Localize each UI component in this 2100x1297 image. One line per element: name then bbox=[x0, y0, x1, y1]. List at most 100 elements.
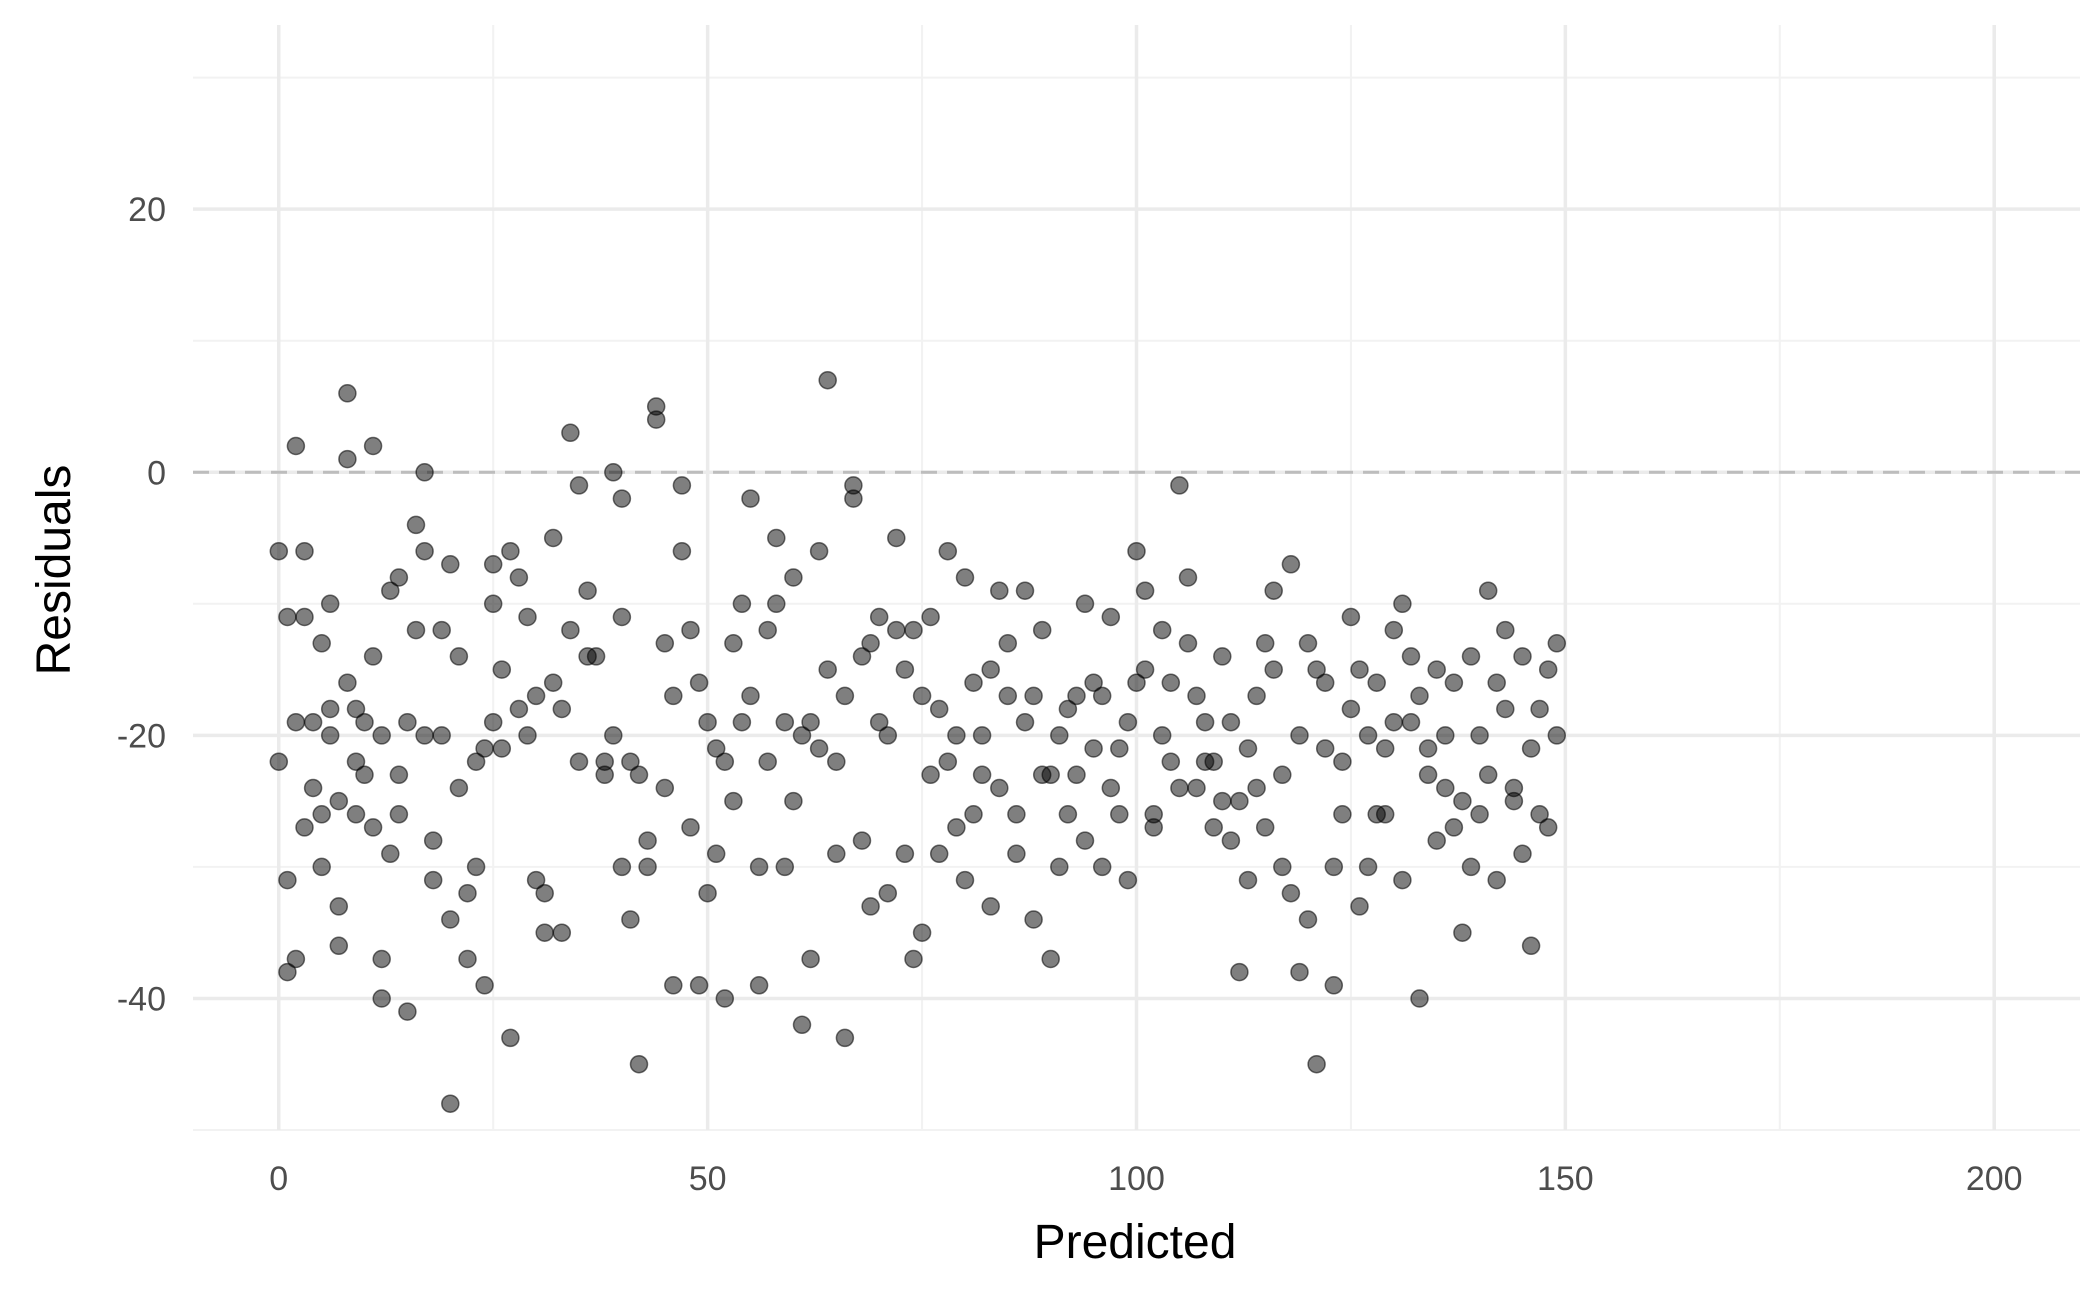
data-point bbox=[1513, 647, 1532, 666]
data-point bbox=[398, 712, 417, 732]
data-point bbox=[664, 686, 683, 706]
data-point bbox=[1067, 765, 1086, 785]
data-point bbox=[329, 936, 349, 956]
data-point bbox=[861, 634, 880, 653]
x-tick-labels: 0 50 100 150 200 bbox=[269, 1160, 2022, 1198]
data-point bbox=[389, 568, 409, 587]
data-point bbox=[1152, 726, 1172, 745]
data-point bbox=[415, 463, 434, 482]
data-point bbox=[1204, 752, 1223, 771]
data-point bbox=[827, 752, 846, 771]
data-point bbox=[1487, 673, 1506, 692]
data-point bbox=[672, 476, 692, 495]
data-point bbox=[1436, 726, 1455, 745]
data-point bbox=[955, 870, 975, 890]
data-point bbox=[1187, 778, 1206, 798]
data-point bbox=[887, 528, 906, 548]
x-tick-label: 0 bbox=[269, 1160, 288, 1198]
data-point bbox=[1358, 726, 1378, 745]
data-point bbox=[981, 660, 1000, 679]
data-point bbox=[904, 949, 923, 969]
data-point bbox=[1264, 581, 1283, 600]
data-point bbox=[1358, 857, 1378, 877]
data-point bbox=[1015, 712, 1035, 732]
data-point bbox=[947, 818, 966, 837]
data-point bbox=[278, 607, 297, 627]
data-point bbox=[432, 620, 451, 640]
data-point bbox=[929, 844, 949, 864]
data-point bbox=[1230, 791, 1249, 811]
data-point bbox=[1101, 607, 1121, 627]
data-point bbox=[758, 620, 777, 640]
data-point bbox=[1393, 594, 1412, 614]
data-point bbox=[1298, 910, 1318, 929]
x-tick-label: 100 bbox=[1108, 1160, 1165, 1198]
data-point bbox=[938, 541, 958, 561]
data-point bbox=[1170, 476, 1189, 495]
data-point bbox=[1084, 673, 1103, 692]
data-point bbox=[689, 976, 709, 995]
data-point bbox=[518, 607, 537, 627]
data-point bbox=[1092, 686, 1112, 706]
data-point bbox=[638, 831, 657, 850]
data-point bbox=[1032, 620, 1052, 640]
data-point bbox=[792, 1015, 812, 1035]
data-point bbox=[1007, 805, 1026, 824]
data-point bbox=[1307, 660, 1326, 679]
data-point bbox=[432, 726, 451, 745]
data-point bbox=[1015, 581, 1035, 600]
data-point bbox=[329, 791, 349, 811]
data-point bbox=[852, 831, 872, 850]
data-point bbox=[1324, 976, 1344, 995]
data-point bbox=[552, 699, 572, 719]
data-point bbox=[921, 607, 940, 627]
data-point bbox=[895, 844, 915, 864]
data-point bbox=[363, 818, 383, 837]
data-point bbox=[543, 528, 563, 548]
data-point bbox=[1238, 870, 1258, 890]
data-point bbox=[1067, 686, 1086, 706]
data-point bbox=[303, 778, 323, 798]
data-point bbox=[1478, 765, 1498, 785]
data-point bbox=[355, 712, 374, 732]
data-point bbox=[415, 541, 434, 561]
data-point bbox=[818, 370, 837, 390]
data-point bbox=[792, 726, 812, 745]
data-point bbox=[278, 870, 297, 890]
data-point bbox=[681, 620, 700, 640]
data-point bbox=[1247, 686, 1266, 706]
data-point bbox=[1152, 620, 1172, 640]
data-point bbox=[269, 752, 289, 771]
data-point bbox=[612, 857, 632, 877]
data-point bbox=[990, 778, 1009, 798]
data-point bbox=[955, 568, 975, 587]
data-point bbox=[629, 765, 649, 785]
data-point bbox=[1393, 870, 1412, 890]
data-point bbox=[715, 752, 735, 771]
data-point bbox=[1418, 739, 1438, 758]
data-point bbox=[406, 515, 426, 535]
data-point bbox=[1161, 752, 1181, 771]
data-point bbox=[655, 634, 675, 653]
data-point bbox=[1058, 805, 1078, 824]
data-point bbox=[1118, 712, 1138, 732]
data-point bbox=[561, 620, 580, 640]
data-point bbox=[363, 436, 383, 456]
data-point bbox=[1418, 765, 1438, 785]
data-point bbox=[423, 870, 443, 890]
data-point bbox=[483, 555, 503, 574]
data-point bbox=[1058, 699, 1078, 719]
data-point bbox=[1530, 805, 1549, 824]
data-point bbox=[1127, 541, 1146, 561]
data-point bbox=[1375, 805, 1395, 824]
data-point bbox=[286, 712, 306, 732]
data-point bbox=[1444, 818, 1464, 837]
data-point bbox=[355, 765, 374, 785]
data-point bbox=[964, 805, 983, 824]
data-point bbox=[1453, 923, 1472, 942]
data-point bbox=[372, 989, 391, 1008]
data-point bbox=[320, 726, 340, 745]
data-point bbox=[1384, 712, 1404, 732]
data-point bbox=[526, 870, 546, 890]
